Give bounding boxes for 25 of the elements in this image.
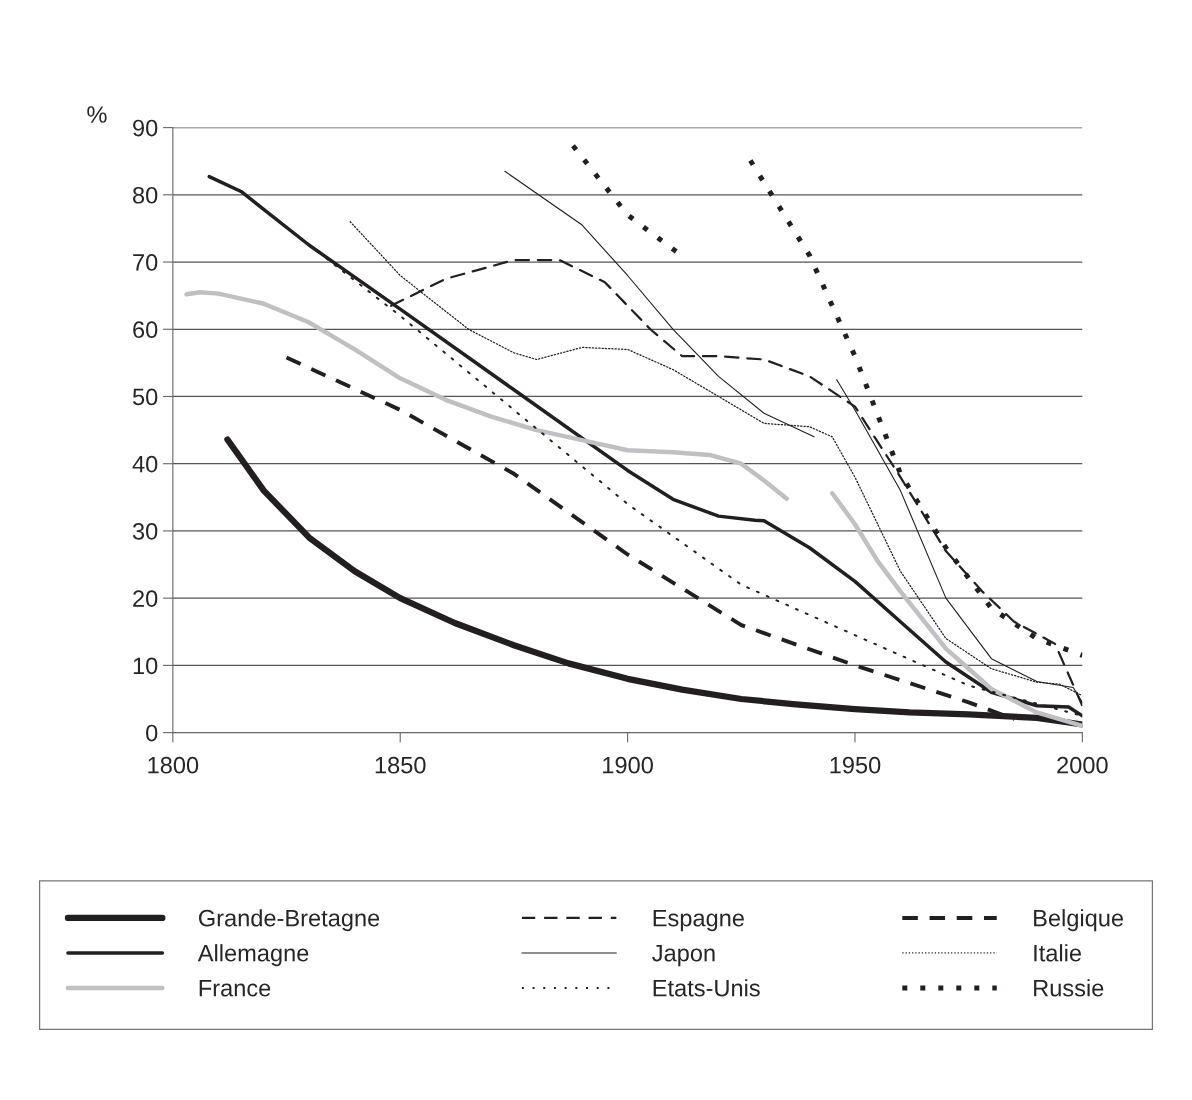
legend-label: Grande-Bretagne — [198, 909, 380, 932]
y-axis-title: % — [87, 106, 107, 123]
x-tick-label: 1800 — [148, 756, 199, 774]
x-tick-label: 1850 — [375, 756, 426, 774]
x-tick-label: 1900 — [603, 756, 653, 774]
y-tick-label: 50 — [132, 388, 158, 406]
y-tick-label: 10 — [133, 657, 158, 675]
legend-label: Belgique — [1034, 909, 1124, 932]
y-tick-label: 30 — [132, 523, 158, 540]
y-tick-label: 0 — [146, 724, 158, 742]
legend-label: Italie — [1034, 944, 1081, 962]
y-tick-label: 80 — [133, 186, 158, 204]
legend-label: Allemagne — [197, 944, 309, 967]
legend-label: Espagne — [653, 910, 744, 932]
legend-label: Russie — [1034, 979, 1104, 997]
legend-label: France — [199, 980, 271, 997]
x-tick-label: 1950 — [830, 756, 881, 774]
y-tick-label: 40 — [132, 455, 158, 473]
x-tick-label: 2000 — [1057, 756, 1108, 774]
y-tick-label: 90 — [133, 119, 158, 137]
y-tick-label: 70 — [133, 254, 158, 271]
legend-label: Etats-Unis — [653, 979, 760, 997]
y-tick-label: 20 — [133, 590, 158, 607]
legend-label: Japon — [652, 945, 715, 967]
y-tick-label: 60 — [133, 321, 158, 339]
